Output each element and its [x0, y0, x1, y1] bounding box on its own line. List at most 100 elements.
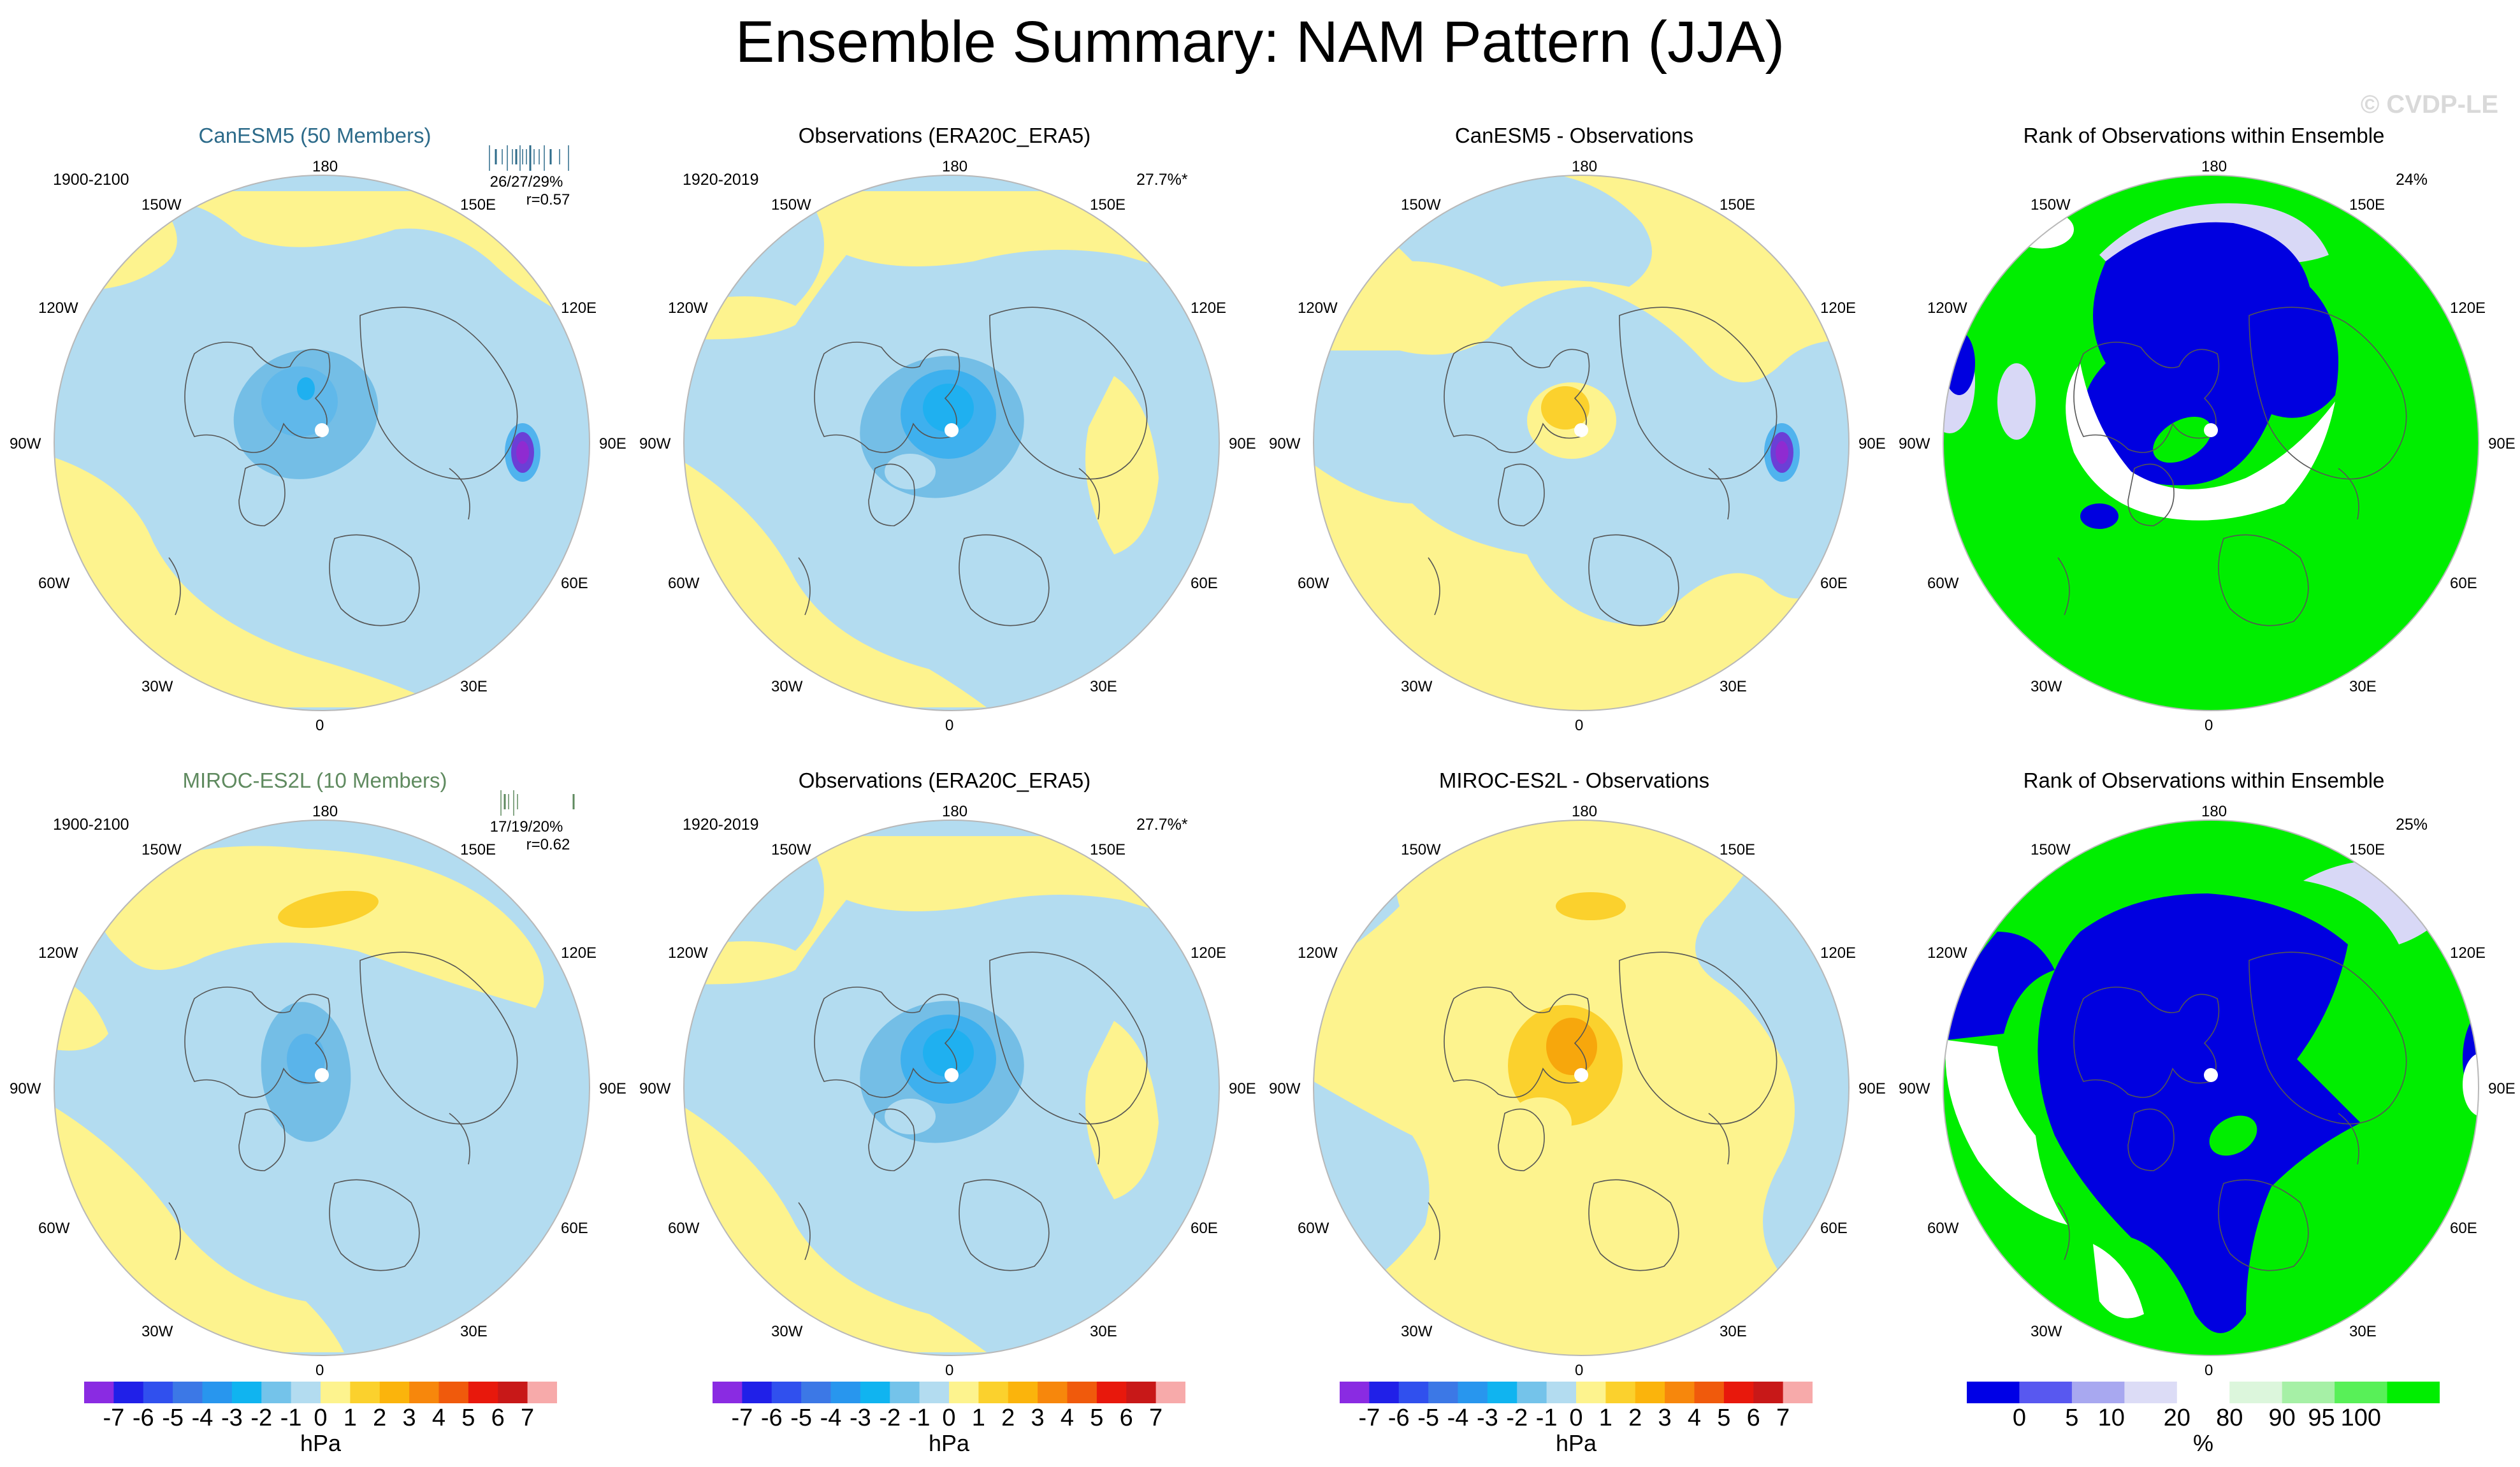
positive-region	[54, 644, 115, 707]
colorbar-swatch	[1753, 1382, 1784, 1403]
grid-label-upper-right-outer: 120E	[1191, 300, 1227, 317]
grid-label-upper-left-outer: 120W	[668, 300, 708, 317]
colorbar-label: -6	[1387, 1405, 1410, 1431]
grid-label-upper-right-inner: 150E	[1720, 841, 1756, 858]
grid-label-lower-right-outer: 60E	[2450, 1220, 2477, 1237]
coastline-misc	[1428, 1113, 1730, 1261]
grid-label-upper-left-inner: 150W	[1401, 196, 1441, 213]
polar-map-rank-top	[1943, 175, 2479, 711]
rank-high-se	[2291, 1193, 2342, 1231]
colorbar-label: 4	[431, 1405, 446, 1431]
colorbar-rank	[1967, 1382, 2440, 1403]
grid-label-lower-right-outer: 60E	[561, 575, 588, 592]
grid-label-lower-left-inner: 30W	[141, 1323, 173, 1340]
colorbar-swatch	[1694, 1382, 1725, 1403]
coastline-greenland	[868, 1108, 915, 1171]
colorbar-swatch	[2124, 1382, 2178, 1403]
panel-title: CanESM5 - Observations	[1454, 124, 1694, 147]
colorbar-swatch	[919, 1382, 950, 1403]
colorbar-label: -7	[103, 1405, 125, 1431]
map-fill-miroc-minus-obs	[1314, 820, 1849, 1355]
colorbar-swatch	[1126, 1382, 1157, 1403]
colorbar-label: 2	[1001, 1405, 1015, 1431]
map-fill-rank-bottom	[1943, 820, 2479, 1355]
grid-label-bottom: 0	[1575, 717, 1584, 734]
colorbar-swatch	[1428, 1382, 1458, 1403]
grid-label-top: 180	[312, 803, 338, 820]
panel-rank-bottom: Rank of Observations within Ensemble 25% 1…	[1889, 741, 2519, 1384]
rank-colorbar-label: 10	[2097, 1405, 2125, 1431]
panel-title: CanESM5 (50 Members)	[198, 124, 431, 147]
grid-label-lower-right-outer: 60E	[1820, 1220, 1848, 1237]
grid-label-lower-left-outer: 60W	[1298, 575, 1329, 592]
rank-mid-north	[2010, 210, 2074, 249]
grid-label-left: 90W	[1899, 435, 1930, 452]
coastline-misc	[798, 468, 1100, 616]
rank-colorbar-label: 100	[2340, 1405, 2382, 1431]
colorbar-label: -1	[280, 1405, 302, 1431]
positive-north	[1556, 892, 1626, 920]
rank-colorbar-label: 0	[2012, 1405, 2026, 1431]
map-fill-miroc-mean	[54, 820, 590, 1355]
coastline-europe	[2218, 534, 2309, 626]
period-label: 1900-2100	[53, 816, 129, 834]
coastline-europe	[959, 1179, 1050, 1271]
coastline-greenland	[2127, 1108, 2175, 1171]
coastlines	[798, 307, 1148, 626]
percent-label: 24%	[2396, 171, 2428, 189]
coastline-greenland	[1498, 463, 1545, 526]
coastline-misc	[2057, 1113, 2359, 1261]
grid-label-bottom: 0	[315, 717, 324, 734]
grid-label-upper-right-outer: 120E	[561, 300, 597, 317]
grid-label-lower-left-outer: 60W	[1298, 1220, 1329, 1237]
period-label: 1920-2019	[683, 816, 759, 834]
colorbar-label: -2	[250, 1405, 273, 1431]
rank-mid-east	[2463, 1053, 2479, 1117]
grid-label-right: 90E	[1229, 1080, 1256, 1097]
grid-label-bottom: 0	[2205, 1362, 2213, 1379]
grid-label-right: 90E	[1229, 435, 1256, 452]
colorbar-swatch	[1605, 1382, 1636, 1403]
pole-marker	[2204, 423, 2218, 437]
grid-label-upper-left-inner: 150W	[2031, 196, 2071, 213]
colorbar-label: -5	[790, 1405, 813, 1431]
colorbar-swatch	[1096, 1382, 1127, 1403]
positive-patchy	[1085, 1021, 1159, 1199]
grid-label-right: 90E	[1858, 435, 1886, 452]
colorbar-label: -5	[1417, 1405, 1440, 1431]
rank-colorbar-unit: %	[2192, 1430, 2213, 1456]
grid-label-lower-right-outer: 60E	[1820, 575, 1848, 592]
grid-label-right: 90E	[1858, 1080, 1886, 1097]
colorbar-label: -7	[731, 1405, 753, 1431]
colorbar-swatch	[231, 1382, 262, 1403]
rank-low	[2083, 222, 2338, 486]
polar-map-miroc-mean	[54, 820, 590, 1356]
negative-peak	[297, 377, 315, 400]
map-border	[54, 820, 590, 1356]
panel-canesm5-mean: CanESM5 (50 Members) 1900-2100 26/27/29% r=…	[0, 96, 630, 739]
pole-marker	[2204, 1068, 2218, 1082]
colorbar-swatch	[2335, 1382, 2388, 1403]
colorbar-swatch	[1398, 1382, 1429, 1403]
grid-label-lower-right-inner: 30E	[2349, 1323, 2377, 1340]
colorbar-label: 1	[971, 1405, 985, 1431]
coastline-misc	[798, 1113, 1100, 1261]
coastline-eurasia	[1619, 307, 1778, 480]
panel-obs-top: Observations (ERA20C_ERA5) 1920-2019 27.7%…	[630, 96, 1259, 739]
grid-label-top: 180	[2201, 158, 2227, 175]
grid-label-lower-right-inner: 30E	[1720, 678, 1747, 695]
grid-label-upper-right-outer: 120E	[561, 944, 597, 962]
coastline-greenland	[1498, 1108, 1545, 1171]
colorbar-label: 7	[1776, 1405, 1790, 1431]
rank-pale-west	[1997, 363, 2036, 440]
colorbar-swatch	[1576, 1382, 1606, 1403]
pole-marker	[945, 1068, 959, 1082]
grid-label-lower-right-outer: 60E	[1191, 575, 1218, 592]
grid-label-lower-right-inner: 30E	[460, 1323, 488, 1340]
map-fill-rank-top	[1943, 175, 2479, 711]
coastline-europe	[2218, 1179, 2309, 1271]
colorbar-label: -4	[1447, 1405, 1469, 1431]
coastline-europe	[1588, 534, 1679, 626]
grid-label-upper-left-outer: 120W	[38, 944, 78, 962]
colorbar-label: 3	[1658, 1405, 1672, 1431]
